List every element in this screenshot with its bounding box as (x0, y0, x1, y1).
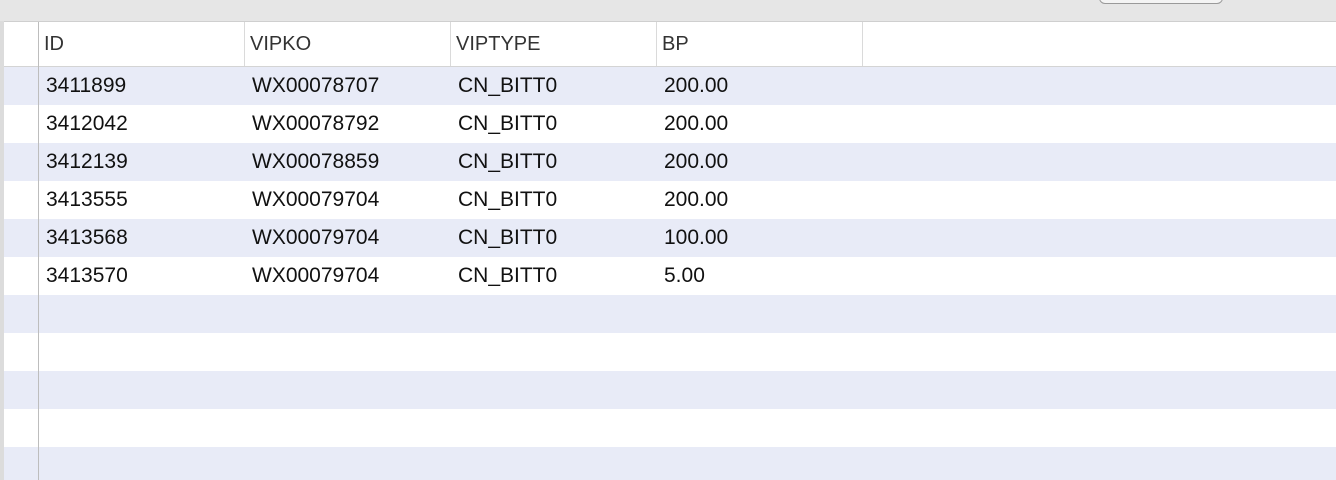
cell-id[interactable]: 3413570 (46, 264, 128, 287)
table-row[interactable]: 3411899 WX00078707 CN_BITT0 200.00 (4, 67, 1336, 105)
column-header-id[interactable]: ID (39, 22, 245, 66)
cell-vipko[interactable]: WX00078859 (252, 150, 380, 173)
cell-bp[interactable]: 200.00 (664, 150, 729, 173)
column-header-bp[interactable]: BP (657, 22, 863, 66)
row-gutter-divider (38, 22, 39, 480)
table-header: ID VIPKO VIPTYPE BP (4, 22, 1336, 67)
cell-id[interactable]: 3413555 (46, 188, 128, 211)
cell-viptype[interactable]: CN_BITT0 (458, 112, 558, 135)
empty-row (4, 371, 1336, 409)
table-row[interactable]: 3412139 WX00078859 CN_BITT0 200.00 (4, 143, 1336, 181)
cell-id[interactable]: 3411899 (46, 74, 127, 97)
left-edge (0, 21, 4, 480)
cell-vipko[interactable]: WX00079704 (252, 264, 380, 287)
column-header-viptype[interactable]: VIPTYPE (451, 22, 657, 66)
cell-vipko[interactable]: WX00078792 (252, 112, 380, 135)
empty-row (4, 333, 1336, 371)
toolbar-button[interactable] (1099, 0, 1223, 4)
cell-bp[interactable]: 200.00 (664, 74, 729, 97)
cell-id[interactable]: 3412042 (46, 112, 128, 135)
table-row[interactable]: 3412042 WX00078792 CN_BITT0 200.00 (4, 105, 1336, 143)
cell-bp[interactable]: 5.00 (664, 264, 705, 287)
cell-bp[interactable]: 200.00 (664, 188, 729, 211)
cell-bp[interactable]: 100.00 (664, 226, 729, 249)
cell-vipko[interactable]: WX00078707 (252, 74, 380, 97)
table-row[interactable]: 3413568 WX00079704 CN_BITT0 100.00 (4, 219, 1336, 257)
empty-row (4, 295, 1336, 333)
cell-vipko[interactable]: WX00079704 (252, 188, 380, 211)
cell-bp[interactable]: 200.00 (664, 112, 729, 135)
cell-id[interactable]: 3412139 (46, 150, 128, 173)
empty-row (4, 447, 1336, 480)
cell-viptype[interactable]: CN_BITT0 (458, 188, 558, 211)
cell-viptype[interactable]: CN_BITT0 (458, 226, 558, 249)
table-body: 3411899 WX00078707 CN_BITT0 200.00 34120… (4, 67, 1336, 480)
cell-id[interactable]: 3413568 (46, 226, 128, 249)
cell-viptype[interactable]: CN_BITT0 (458, 74, 558, 97)
cell-viptype[interactable]: CN_BITT0 (458, 264, 558, 287)
cell-vipko[interactable]: WX00079704 (252, 226, 380, 249)
toolbar (0, 0, 1336, 22)
column-header-vipko[interactable]: VIPKO (245, 22, 451, 66)
table-row[interactable]: 3413570 WX00079704 CN_BITT0 5.00 (4, 257, 1336, 295)
table-row[interactable]: 3413555 WX00079704 CN_BITT0 200.00 (4, 181, 1336, 219)
empty-row (4, 409, 1336, 447)
cell-viptype[interactable]: CN_BITT0 (458, 150, 558, 173)
results-grid[interactable]: ID VIPKO VIPTYPE BP 3411899 WX00078707 C… (4, 22, 1336, 480)
